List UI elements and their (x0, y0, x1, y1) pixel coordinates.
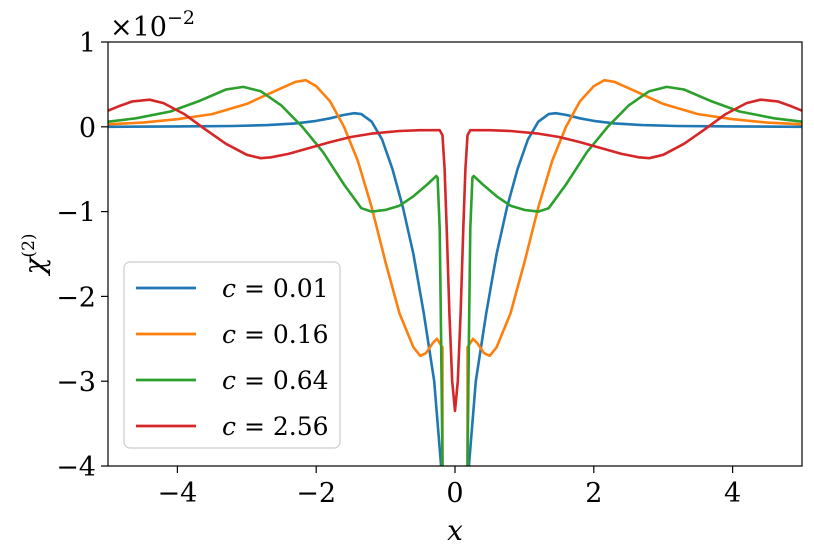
y-tick-label: −4 (56, 452, 96, 483)
offset-base: ×10 (110, 12, 167, 43)
legend-box (123, 261, 341, 449)
legend-label-3: c = 0.64 (222, 366, 329, 395)
x-tick-label: 4 (724, 478, 741, 509)
y-tick-label: −2 (56, 282, 96, 313)
series-line-2-right (466, 78, 802, 466)
x-tick-label: −2 (296, 478, 336, 509)
offset-text: ×10−2 (110, 7, 195, 43)
legend: c = 0.01 c = 0.16 c = 0.64 c = 2.56 (123, 261, 341, 449)
y-axis-symbol: χ (18, 256, 51, 277)
series-line-3-right (466, 85, 802, 466)
x-tick-label: 0 (446, 478, 463, 509)
series-line-3-left (108, 85, 444, 466)
offset-exponent: −2 (167, 7, 195, 29)
series-layer (108, 78, 802, 466)
series-line-1-left (108, 111, 443, 466)
series-line-2-left (108, 78, 444, 466)
y-tick-label: 0 (79, 113, 96, 144)
x-axis-label: x (447, 514, 463, 547)
series-line-4 (108, 98, 802, 413)
y-tick-label: −3 (56, 367, 96, 398)
x-tick-label: 2 (585, 478, 602, 509)
legend-label-2: c = 0.16 (222, 320, 329, 349)
legend-label-4: c = 2.56 (222, 412, 329, 441)
legend-items: c = 0.01 c = 0.16 c = 0.64 c = 2.56 (136, 274, 329, 441)
series-line-1-right (467, 111, 802, 466)
y-tick-label: −1 (56, 198, 96, 229)
legend-label-1: c = 0.01 (222, 274, 329, 303)
x-tick-label: −4 (157, 478, 197, 509)
ticks-layer: −4 −2 0 2 4 −4 −3 −2 −1 0 1 (56, 28, 741, 509)
y-axis-superscript: (2) (19, 233, 39, 257)
y-tick-label: 1 (79, 28, 96, 59)
y-axis-label: χ(2) (18, 233, 51, 276)
